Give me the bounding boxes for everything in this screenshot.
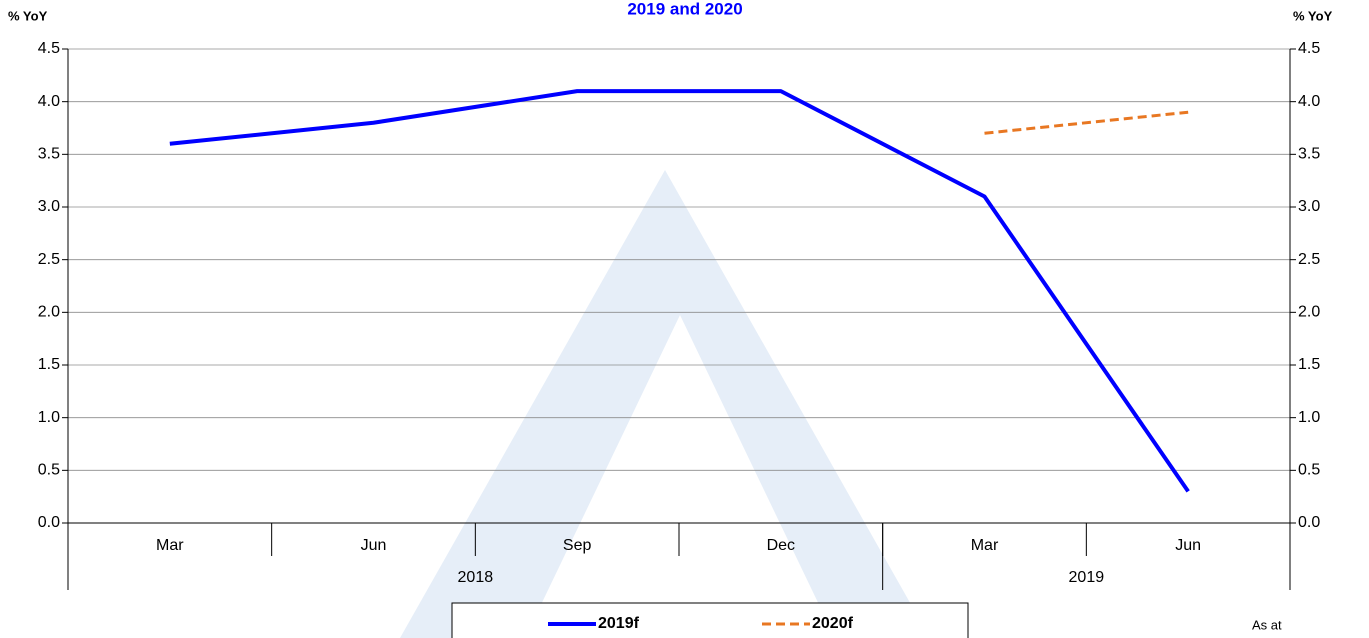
- note: As at: [1252, 617, 1282, 632]
- y2-tick-label: 3.5: [1298, 146, 1320, 163]
- y-tick-label: 2.5: [38, 251, 60, 268]
- legend-box: [451, 602, 969, 638]
- y2-tick-label: 4.5: [1298, 40, 1320, 57]
- y2-axis-label: % YoY: [1293, 8, 1333, 23]
- x-tick-label: Jun: [1175, 537, 1201, 554]
- y-tick-label: 4.5: [38, 40, 60, 57]
- y2-tick-label: 2.0: [1298, 304, 1320, 321]
- chart-title: 2019 and 2020: [627, 0, 742, 18]
- watermark: [400, 170, 930, 638]
- y-tick-label: 0.5: [38, 462, 60, 479]
- x-tick-label: Jun: [361, 537, 387, 554]
- x-group-label: 2019: [1069, 569, 1105, 586]
- y-tick-label: 3.0: [38, 198, 60, 215]
- y2-tick-label: 1.0: [1298, 409, 1320, 426]
- y-tick-label: 3.5: [38, 146, 60, 163]
- y-tick-label: 1.0: [38, 409, 60, 426]
- y2-tick-label: 4.0: [1298, 93, 1320, 110]
- y-tick-label: 0.0: [38, 514, 60, 531]
- y-axis-label: % YoY: [8, 8, 48, 23]
- x-tick-label: Sep: [563, 537, 592, 554]
- y-tick-label: 1.5: [38, 356, 60, 373]
- series-line: [984, 110, 1189, 135]
- y2-tick-label: 1.5: [1298, 356, 1320, 373]
- y2-tick-label: 3.0: [1298, 198, 1320, 215]
- y-tick-label: 4.0: [38, 93, 60, 110]
- y-tick-label: 2.0: [38, 304, 60, 321]
- legend-label: 2020f: [812, 615, 854, 632]
- y2-tick-label: 0.5: [1298, 462, 1320, 479]
- series-line: [169, 89, 1190, 493]
- x-tick-label: Dec: [767, 537, 795, 554]
- x-group-label: 2018: [458, 569, 494, 586]
- y2-tick-label: 2.5: [1298, 251, 1320, 268]
- y2-tick-label: 0.0: [1298, 514, 1320, 531]
- legend-label: 2019f: [598, 615, 640, 632]
- x-tick-label: Mar: [156, 537, 184, 554]
- x-tick-label: Mar: [971, 537, 999, 554]
